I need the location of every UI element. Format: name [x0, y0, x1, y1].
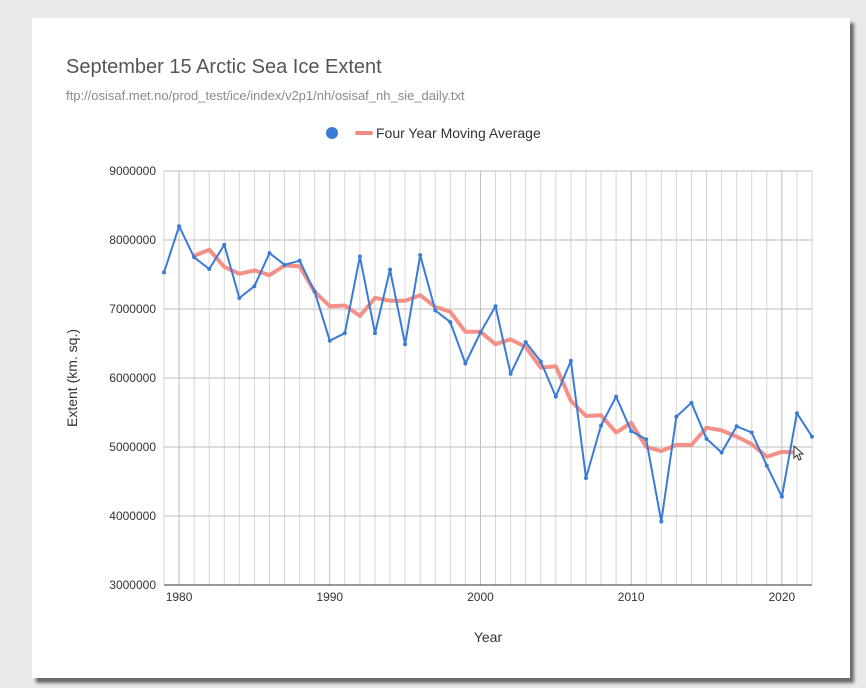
extent-data-point	[297, 258, 302, 263]
y-tick-label: 7000000	[109, 302, 156, 316]
extent-data-point	[342, 331, 347, 336]
extent-data-point	[674, 414, 679, 419]
extent-data-point	[614, 394, 619, 399]
extent-data-point	[478, 330, 483, 335]
x-tick-label: 2000	[467, 590, 494, 604]
x-tick-label: 1980	[166, 590, 193, 604]
extent-data-point	[644, 437, 649, 442]
extent-data-point	[252, 284, 257, 289]
extent-data-point	[463, 361, 468, 366]
extent-data-point	[568, 358, 573, 363]
extent-data-point	[388, 267, 393, 272]
extent-data-point	[403, 342, 408, 347]
chart-title: September 15 Arctic Sea Ice Extent	[66, 56, 382, 78]
legend-marker-extent	[326, 127, 338, 139]
extent-data-point	[177, 224, 182, 229]
extent-data-point	[448, 320, 453, 325]
extent-data-point	[599, 423, 604, 428]
extent-data-point	[779, 494, 784, 499]
extent-data-point	[192, 255, 197, 260]
extent-data-point	[508, 371, 513, 376]
extent-data-point	[493, 304, 498, 309]
extent-data-point	[538, 359, 543, 364]
y-tick-label: 8000000	[109, 233, 156, 247]
legend: Four Year Moving Average	[326, 125, 541, 141]
extent-data-point	[764, 463, 769, 468]
extent-data-point	[523, 340, 528, 345]
extent-series-line	[163, 225, 813, 523]
extent-data-point	[433, 308, 438, 313]
extent-data-point	[162, 270, 166, 275]
y-axis-title: Extent (km. sq.)	[64, 329, 80, 427]
extent-data-point	[794, 411, 799, 416]
extent-data-point	[689, 400, 694, 405]
cursor-arrow-icon	[793, 444, 805, 461]
extent-data-point	[629, 429, 634, 434]
extent-data-point	[357, 254, 362, 259]
moving-average-line	[192, 247, 799, 459]
extent-data-point	[207, 266, 212, 271]
y-tick-label: 5000000	[109, 440, 156, 454]
x-tick-label: 2020	[769, 590, 796, 604]
x-axis-title: Year	[474, 629, 503, 645]
extent-data-point	[237, 295, 242, 300]
y-tick-label: 3000000	[109, 578, 156, 592]
extent-data-point	[372, 331, 377, 336]
extent-data-point	[222, 242, 227, 247]
extent-data-point	[734, 424, 739, 429]
y-tick-label: 4000000	[109, 509, 156, 523]
x-tick-label: 1990	[316, 590, 343, 604]
extent-data-point	[659, 519, 664, 524]
extent-data-point	[312, 289, 317, 294]
y-tick-label: 6000000	[109, 371, 156, 385]
extent-data-point	[282, 262, 287, 267]
extent-data-point	[704, 436, 709, 441]
chart-subtitle: ftp://osisaf.met.no/prod_test/ice/index/…	[66, 88, 465, 103]
y-tick-label: 9000000	[109, 164, 156, 178]
extent-data-point	[418, 253, 423, 258]
extent-data-point	[553, 394, 558, 399]
legend-label-moving-average: Four Year Moving Average	[376, 125, 541, 141]
chart-card: September 15 Arctic Sea Ice Extent ftp:/…	[32, 18, 850, 678]
extent-data-point	[583, 476, 588, 481]
line-chart: 3000000 4000000 5000000 6000000 7000000 80000…	[64, 125, 814, 645]
extent-data-point	[267, 251, 272, 256]
extent-data-point	[327, 338, 332, 343]
grid-lines	[163, 170, 813, 586]
extent-data-point	[749, 430, 754, 435]
extent-data-point	[719, 450, 724, 455]
x-tick-label: 2010	[618, 590, 645, 604]
extent-data-point	[810, 434, 814, 439]
